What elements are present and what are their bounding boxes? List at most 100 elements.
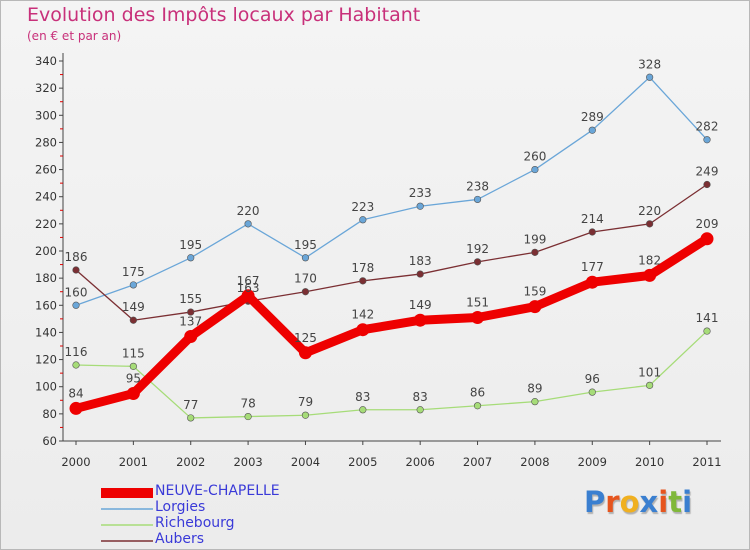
data-label: 163 xyxy=(237,281,260,295)
logo-letter: x xyxy=(639,485,659,519)
y-tick-label: 180 xyxy=(35,271,57,285)
data-label: 101 xyxy=(638,365,661,379)
y-tick-label: 60 xyxy=(42,434,57,448)
data-point-aubers xyxy=(416,270,424,278)
x-tick-label: 2011 xyxy=(692,455,721,469)
data-point-aubers xyxy=(703,180,711,189)
legend-label: NEUVE-CHAPELLE xyxy=(155,483,280,499)
data-point-lorgies xyxy=(301,254,310,262)
data-label: 89 xyxy=(527,382,542,396)
data-point-neuve-chapelle xyxy=(356,323,370,337)
data-label: 116 xyxy=(65,345,88,359)
data-label: 220 xyxy=(237,204,260,218)
data-label: 78 xyxy=(240,397,255,411)
data-label: 160 xyxy=(65,285,88,299)
data-label: 209 xyxy=(696,217,719,231)
data-point-aubers xyxy=(301,288,310,296)
y-tick-label: 300 xyxy=(35,108,57,122)
data-label: 155 xyxy=(179,292,202,306)
proxiti-logo: Proxiti xyxy=(584,485,692,519)
legend-swatch xyxy=(101,524,153,526)
data-label: 83 xyxy=(413,390,428,404)
y-tick-label: 200 xyxy=(35,244,57,258)
data-point-lorgies xyxy=(187,254,195,262)
data-point-neuve-chapelle xyxy=(700,232,714,246)
logo-letter: i xyxy=(682,485,693,519)
x-tick-label: 2001 xyxy=(119,455,148,469)
data-label: 199 xyxy=(523,232,546,246)
data-point-richebourg xyxy=(473,402,482,410)
y-tick-label: 260 xyxy=(35,163,57,177)
y-tick-label: 280 xyxy=(35,135,57,149)
data-label: 238 xyxy=(466,179,489,193)
logo-letter: i xyxy=(658,485,669,519)
data-label: 149 xyxy=(409,298,432,312)
data-point-neuve-chapelle xyxy=(184,330,198,343)
data-point-aubers xyxy=(72,266,80,274)
data-label: 167 xyxy=(237,274,260,288)
data-label: 79 xyxy=(298,395,313,409)
legend-swatch xyxy=(101,508,153,510)
logo-letter: o xyxy=(619,485,640,519)
data-point-neuve-chapelle xyxy=(528,300,542,314)
series-line-richebourg xyxy=(75,330,708,419)
data-point-neuve-chapelle xyxy=(413,313,427,327)
data-point-richebourg xyxy=(244,412,252,421)
data-label: 141 xyxy=(696,311,719,325)
data-point-lorgies xyxy=(646,73,654,81)
data-label: 175 xyxy=(122,265,145,279)
data-label: 159 xyxy=(523,285,546,299)
data-point-aubers xyxy=(588,228,596,236)
data-point-aubers xyxy=(646,220,654,228)
x-tick-label: 2000 xyxy=(61,455,90,469)
data-point-aubers xyxy=(473,258,482,266)
data-point-lorgies xyxy=(531,165,539,174)
x-tick-label: 2002 xyxy=(176,455,205,469)
data-label: 177 xyxy=(581,260,604,274)
x-tick-label: 2004 xyxy=(291,455,320,469)
data-label: 195 xyxy=(294,238,317,252)
data-point-neuve-chapelle xyxy=(643,268,657,282)
data-label: 96 xyxy=(585,372,600,386)
data-label: 192 xyxy=(466,242,489,256)
data-label: 125 xyxy=(294,331,317,345)
data-point-aubers xyxy=(129,316,137,324)
x-tick-label: 2007 xyxy=(463,455,492,469)
data-point-neuve-chapelle xyxy=(298,346,312,360)
data-label: 86 xyxy=(470,386,485,400)
data-point-aubers xyxy=(187,308,195,316)
data-point-richebourg xyxy=(646,381,654,389)
data-label: 195 xyxy=(179,238,202,252)
data-label: 214 xyxy=(581,212,604,226)
data-label: 151 xyxy=(466,296,489,310)
data-point-lorgies xyxy=(703,136,711,144)
x-tick-label: 2010 xyxy=(635,455,664,469)
logo-letter: r xyxy=(605,485,620,519)
y-tick-label: 80 xyxy=(42,407,57,421)
y-tick-label: 160 xyxy=(35,298,57,312)
data-label: 137 xyxy=(179,315,202,329)
chart-axes: 60 80 100 120 140 160 180 200 220 240 260 280 300 320… xyxy=(35,53,722,469)
chart-subtitle: (en € et par an) xyxy=(27,29,122,43)
data-point-neuve-chapelle xyxy=(69,401,83,415)
data-point-lorgies xyxy=(359,216,367,224)
legend-swatch xyxy=(101,488,153,498)
data-label: 186 xyxy=(65,250,88,264)
data-point-lorgies xyxy=(129,281,137,289)
legend-label: Aubers xyxy=(155,531,204,547)
data-label: 83 xyxy=(355,390,370,404)
data-point-neuve-chapelle xyxy=(126,387,140,400)
data-point-richebourg xyxy=(187,414,195,422)
data-label: 289 xyxy=(581,110,604,124)
y-tick-label: 140 xyxy=(35,325,57,339)
data-label: 223 xyxy=(351,200,374,214)
x-tick-label: 2006 xyxy=(406,455,435,469)
legend-swatch xyxy=(101,540,153,542)
data-point-lorgies xyxy=(72,301,80,309)
data-point-richebourg xyxy=(72,361,80,369)
data-label: 282 xyxy=(696,120,719,134)
data-label: 84 xyxy=(68,386,83,400)
x-tick-label: 2005 xyxy=(348,455,377,469)
series-line-lorgies xyxy=(75,76,708,306)
